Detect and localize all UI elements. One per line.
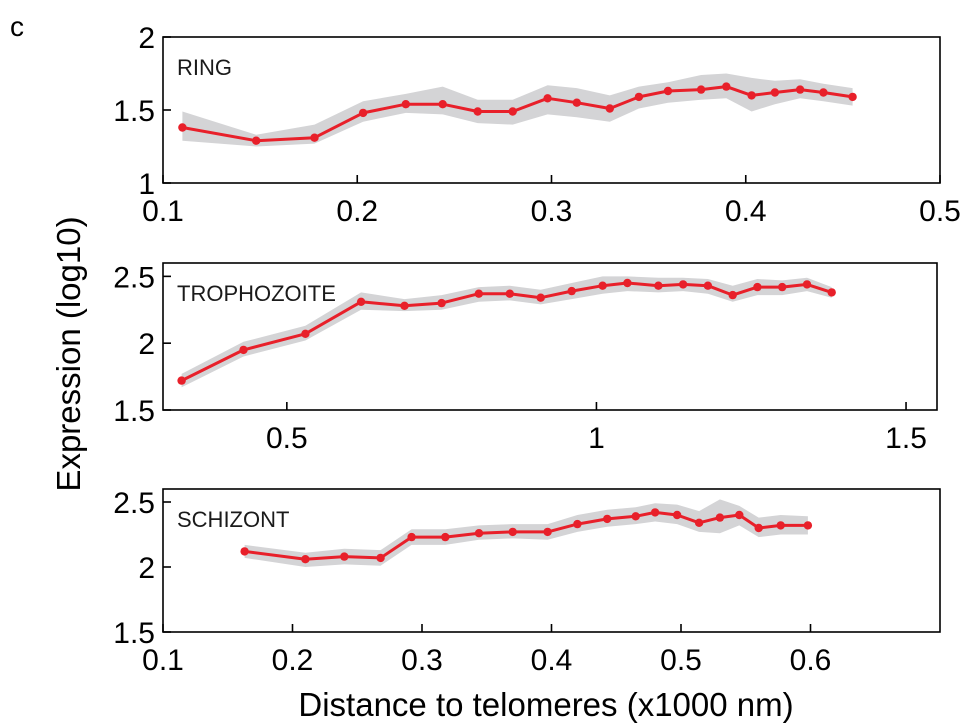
ring-data-point	[508, 107, 517, 116]
trophozoite-data-point	[474, 289, 483, 298]
trophozoite-y-tick-label: 2	[138, 328, 155, 361]
ring-y-tick-label: 1	[138, 168, 155, 201]
schizont-data-point	[754, 523, 763, 533]
schizont-x-tick-label: 0.5	[660, 644, 702, 677]
trophozoite-confidence-band	[181, 276, 832, 388]
ring-data-point	[358, 108, 368, 118]
ring-x-tick-label: 0.1	[142, 195, 184, 228]
trophozoite-data-point	[654, 281, 663, 290]
schizont-data-point	[631, 512, 640, 521]
trophozoite-y-tick-label: 2.5	[113, 261, 155, 294]
schizont-data-point	[694, 518, 704, 527]
trophozoite-panel-title: TROPHOZOITE	[177, 281, 336, 306]
trophozoite-data-point	[567, 286, 576, 296]
schizont-data-point	[301, 555, 310, 564]
ring-data-point	[770, 88, 780, 97]
ring-data-point	[634, 92, 644, 102]
schizont-panel-title: SCHIZONT	[177, 507, 289, 532]
trophozoite-data-point	[177, 376, 186, 385]
trophozoite-data-point	[802, 280, 812, 289]
trophozoite-data-point	[301, 329, 310, 338]
schizont-data-point	[672, 510, 682, 520]
ring-data-point	[252, 136, 261, 145]
trophozoite-data-point	[623, 278, 632, 288]
ring-data-point	[401, 100, 410, 109]
ring-data-point	[663, 86, 673, 96]
schizont-panel: 0.1 0.2 0.3 0.4 0.5 0.6 1.5 2 2.5 SCHIZONT	[113, 487, 941, 677]
trophozoite-mean-line	[180, 281, 833, 382]
schizont-data-point	[803, 521, 813, 530]
ring-data-point	[819, 88, 828, 97]
schizont-data-point	[407, 532, 416, 542]
trophozoite-data-point	[356, 297, 366, 306]
schizont-y-tick-label: 1.5	[113, 617, 155, 650]
trophozoite-data-point	[728, 290, 737, 300]
trophozoite-data-point	[753, 282, 762, 292]
ring-x-tick-label: 0.2	[336, 195, 378, 228]
schizont-data-point	[715, 513, 725, 522]
trophozoite-data-point	[827, 288, 836, 297]
ring-data-point	[473, 107, 482, 116]
ring-data-point	[438, 100, 447, 109]
ring-data-point	[572, 98, 581, 107]
trophozoite-panel: 0.5 1 1.5 1.5 2 2.5 TROPHOZOITE	[113, 261, 938, 455]
schizont-x-tick-label: 0.1	[142, 644, 184, 677]
schizont-data-point	[776, 521, 785, 530]
ring-data-point	[696, 85, 706, 94]
schizont-data-point	[735, 510, 744, 520]
schizont-x-tick-label: 0.4	[531, 644, 573, 677]
schizont-data-point	[240, 547, 249, 556]
trophozoite-x-tick-label: 1	[588, 422, 605, 455]
schizont-data-point	[508, 527, 517, 537]
trophozoite-data-point	[239, 345, 248, 355]
ring-data-point	[310, 133, 319, 142]
schizont-x-tick-label: 0.2	[272, 644, 314, 677]
trophozoite-x-tick-label: 0.5	[266, 422, 308, 455]
ring-x-tick-label: 0.4	[725, 195, 767, 228]
schizont-data-point	[340, 552, 349, 561]
trophozoite-data-point	[598, 281, 607, 290]
ring-x-tick-label: 0.5	[919, 195, 961, 228]
ring-data-point	[722, 82, 731, 91]
schizont-x-tick-label: 0.3	[401, 644, 443, 677]
ring-y-tick-label: 1.5	[113, 95, 155, 128]
ring-data-point	[848, 92, 857, 102]
trophozoite-axes-box	[162, 262, 938, 411]
schizont-data-point	[441, 532, 450, 542]
schizont-x-tick-label: 0.6	[790, 644, 832, 677]
schizont-data-point	[543, 527, 552, 537]
trophozoite-data-point	[703, 281, 713, 290]
ring-data-point	[543, 94, 552, 103]
ring-panel-title: RING	[177, 55, 232, 80]
ring-data-point	[795, 85, 805, 94]
trophozoite-data-point	[437, 298, 446, 308]
trophozoite-data-point	[778, 282, 787, 292]
ring-data-point	[178, 123, 187, 132]
schizont-y-tick-label: 2	[138, 552, 155, 585]
schizont-data-point	[603, 514, 612, 524]
ring-x-tick-label: 0.3	[531, 195, 573, 228]
ring-data-point	[747, 91, 756, 100]
schizont-y-tick-label: 2.5	[113, 487, 155, 520]
ring-y-tick-label: 2	[138, 22, 155, 55]
schizont-data-point	[474, 529, 484, 538]
trophozoite-data-point	[400, 301, 409, 310]
schizont-data-point	[650, 508, 660, 517]
panel-letter: c	[10, 11, 24, 42]
schizont-data-point	[573, 519, 582, 529]
trophozoite-data-point	[678, 280, 688, 289]
ring-panel: 0.1 0.2 0.3 0.4 0.5 1 1.5 2 RING	[113, 22, 961, 228]
trophozoite-x-tick-label: 1.5	[885, 422, 927, 455]
schizont-data-point	[376, 553, 385, 563]
trophozoite-data-point	[505, 289, 514, 298]
x-axis-label: Distance to telomeres (x1000 nm)	[298, 686, 793, 723]
y-axis-label: Expression (log10)	[50, 216, 87, 491]
trophozoite-data-point	[536, 293, 545, 302]
ring-data-point	[605, 104, 614, 113]
trophozoite-y-tick-label: 1.5	[113, 395, 155, 428]
